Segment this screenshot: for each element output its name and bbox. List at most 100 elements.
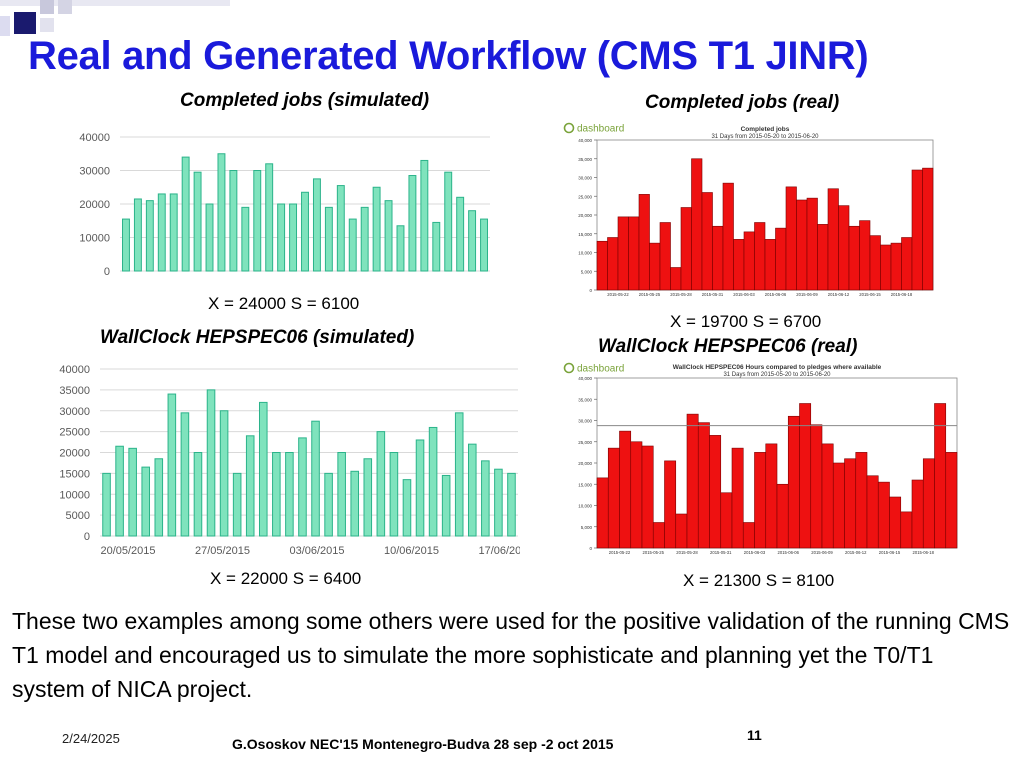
bar [181, 156, 190, 272]
bar [900, 511, 913, 549]
dashboard-logo-icon [563, 362, 575, 374]
dashboard-logo-text: dashboard [577, 124, 624, 135]
bar [480, 218, 488, 272]
bar [167, 393, 177, 537]
x-tick-label: 2015-06-03 [744, 550, 766, 555]
bar [890, 242, 902, 291]
bar [731, 447, 744, 549]
y-tick-label: 10000 [79, 233, 110, 245]
y-tick-label: 10000 [59, 489, 90, 501]
bar [869, 235, 881, 291]
bar [122, 218, 130, 272]
bar [115, 445, 124, 537]
bar [454, 412, 464, 537]
bar [675, 513, 688, 549]
x-tick-label: 2015-06-18 [891, 292, 913, 297]
bar [785, 186, 797, 291]
bar [722, 182, 734, 291]
bar [880, 244, 892, 291]
y-tick-label: 0 [589, 288, 592, 293]
bar [205, 203, 214, 272]
bar [456, 196, 465, 272]
x-tick-label: 10/06/2015 [384, 545, 439, 557]
bar [157, 193, 166, 272]
bar [742, 522, 755, 549]
x-tick-label: 2015-06-09 [811, 550, 833, 555]
bar [384, 200, 393, 272]
bar [272, 452, 281, 537]
bar [911, 479, 924, 549]
bar [241, 206, 250, 272]
bar [169, 193, 178, 272]
bar [686, 413, 699, 549]
bar [754, 452, 767, 549]
bar [494, 468, 503, 537]
wallclock-real-chart: dashboard WallClock HEPSPEC06 Hours compa… [563, 362, 958, 555]
page-number: 11 [747, 727, 762, 743]
y-tick-label: 40,000 [578, 376, 592, 381]
y-tick-label: 20000 [59, 448, 90, 460]
bar [709, 435, 722, 549]
wallclock-sim-title: WallClock HEPSPEC06 (simulated) [100, 327, 415, 348]
bar [193, 171, 202, 272]
bar [787, 415, 800, 549]
bar [776, 483, 789, 549]
bar [507, 472, 516, 537]
bar [420, 159, 429, 272]
x-tick-label: 2015-06-03 [733, 292, 755, 297]
bar [467, 443, 477, 537]
y-tick-label: 30,000 [578, 419, 592, 424]
bar [133, 198, 142, 272]
wallclock-sim-stat: X = 22000 S = 6400 [210, 569, 362, 588]
bar [607, 447, 620, 549]
y-tick-label: 15000 [59, 468, 90, 480]
bar [911, 169, 923, 291]
dashboard-chart-subheader: 31 Days from 2015-05-20 to 2015-06-20 [723, 372, 831, 378]
bar [402, 479, 412, 537]
y-tick-label: 0 [84, 531, 90, 543]
bar [827, 188, 839, 291]
bar [638, 194, 650, 291]
x-tick-label: 2015-05-22 [607, 292, 629, 297]
x-tick-label: 03/06/2015 [289, 545, 344, 557]
x-tick-label: 2015-06-06 [778, 550, 800, 555]
x-tick-label: 2015-05-22 [609, 550, 631, 555]
x-tick-label: 27/05/2015 [195, 545, 250, 557]
y-tick-label: 35,000 [578, 157, 592, 162]
bar [311, 420, 320, 537]
y-tick-label: 35,000 [578, 397, 592, 402]
bar [481, 460, 490, 537]
x-tick-label: 2015-05-31 [702, 292, 724, 297]
y-tick-label: 30,000 [578, 176, 592, 181]
bar [649, 242, 661, 291]
bar [232, 472, 242, 537]
bar [659, 222, 671, 291]
bar [432, 221, 441, 272]
x-tick-label: 2015-06-09 [796, 292, 818, 297]
x-tick-label: 2015-06-12 [828, 292, 850, 297]
x-tick-label: 2015-06-15 [879, 550, 901, 555]
bar [838, 205, 850, 291]
bar [253, 170, 262, 272]
completed-sim-title: Completed jobs (simulated) [180, 90, 430, 111]
bar [389, 452, 399, 537]
bar [350, 470, 360, 537]
bar [441, 474, 451, 537]
bar [652, 522, 665, 549]
slide-date: 2/24/2025 [62, 731, 120, 746]
bar [889, 496, 902, 549]
bar [324, 206, 333, 272]
wallclock-real-stat: X = 21300 S = 8100 [683, 571, 835, 590]
x-tick-label: 2015-06-06 [765, 292, 787, 297]
bar [336, 185, 345, 272]
bar [193, 452, 203, 537]
bar [844, 458, 857, 549]
y-tick-label: 40,000 [578, 138, 592, 143]
x-tick-label: 2015-05-25 [639, 292, 661, 297]
bar [670, 267, 682, 291]
bar [743, 231, 755, 291]
y-tick-label: 25,000 [578, 440, 592, 445]
bar [796, 199, 808, 291]
bar [619, 430, 632, 549]
x-tick-label: 2015-06-18 [913, 550, 935, 555]
